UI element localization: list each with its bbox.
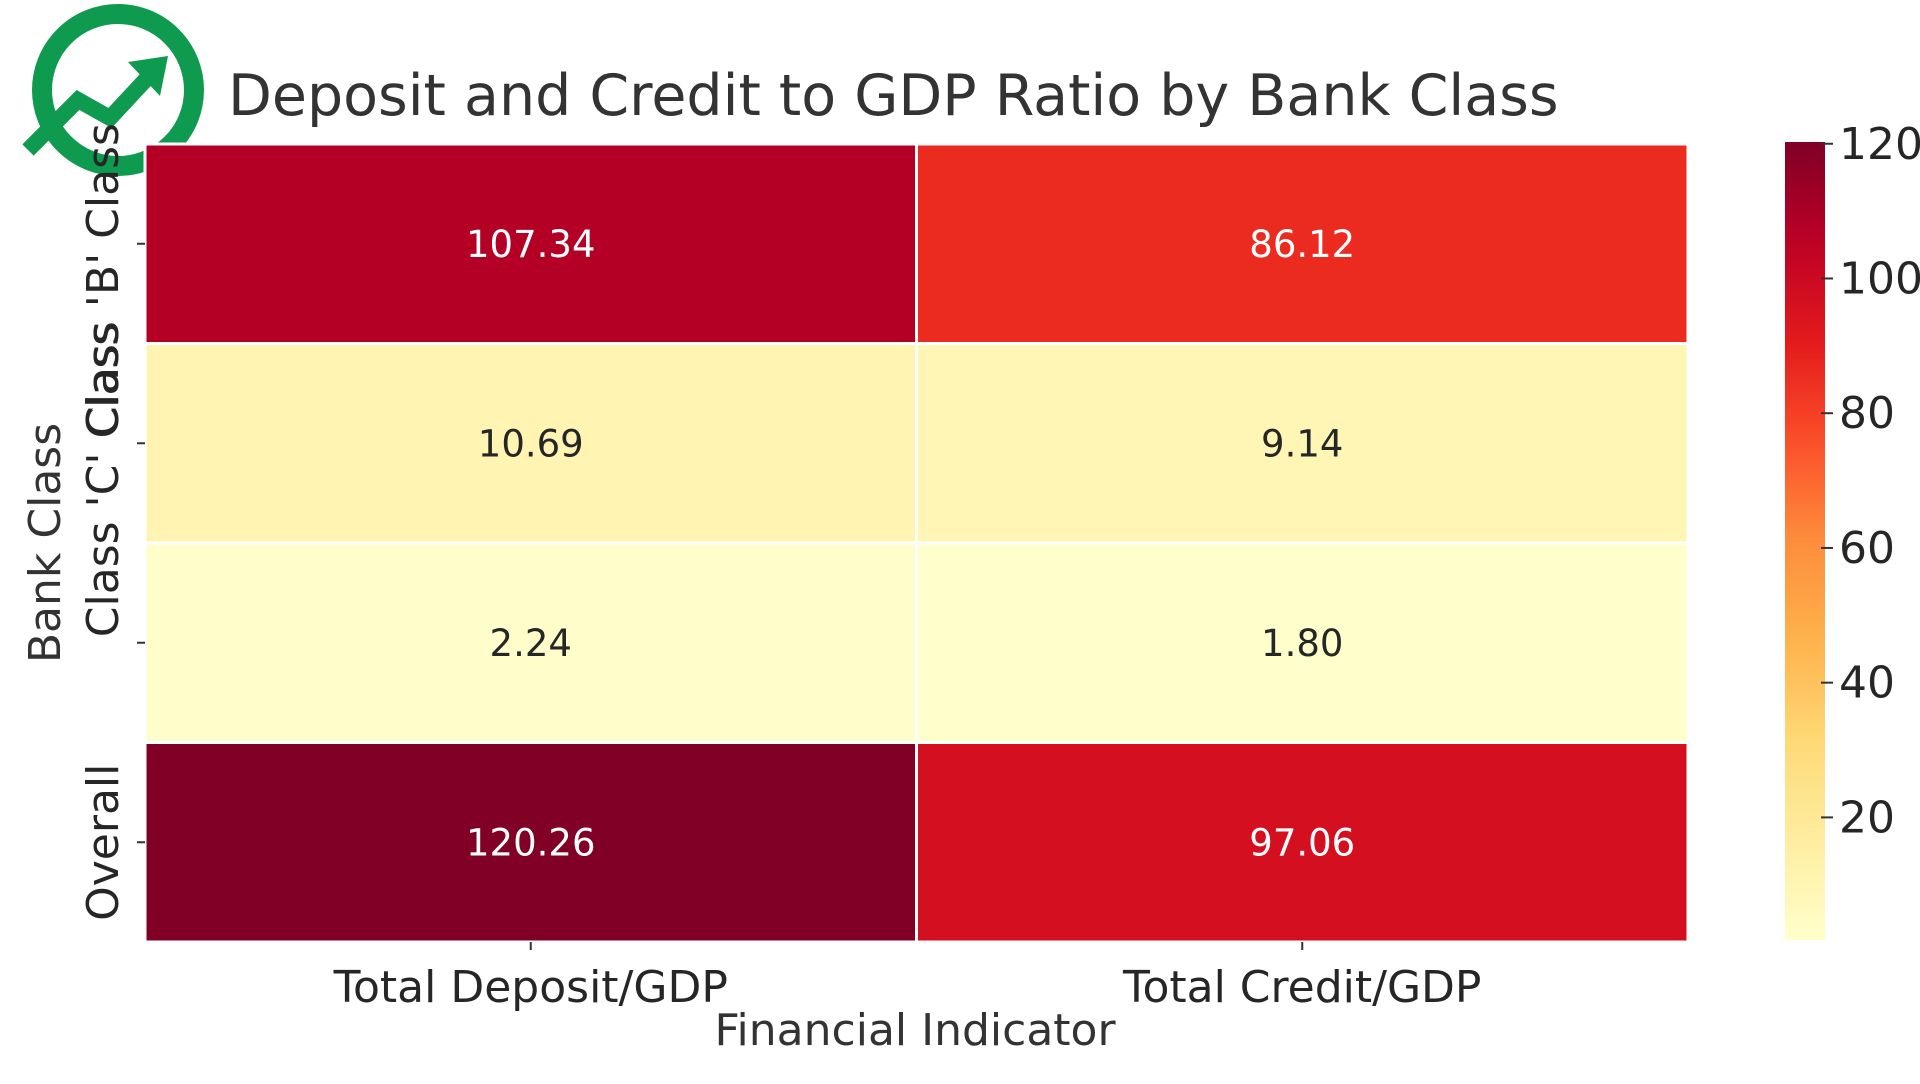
cell-value-label: 97.06 (1249, 821, 1355, 864)
heatmap-cell (143, 342, 918, 545)
heatmap-cell (143, 541, 918, 744)
cell-value-label: 2.24 (490, 622, 572, 665)
heatmap-cells (143, 142, 1690, 944)
y-axis-label: Bank Class (20, 423, 71, 663)
colorbar-tick-label: 60 (1839, 523, 1895, 574)
logo-ring (32, 4, 204, 176)
colorbar-tick-label: 80 (1839, 388, 1895, 439)
x-axis-ticks: Total Deposit/GDP Total Credit/GDP (333, 942, 1481, 1013)
colorbar-tick-label: 20 (1839, 792, 1895, 843)
colorbar-tick-label: 40 (1839, 658, 1895, 709)
logo-arrow-head (128, 56, 168, 96)
colorbar-tick-label: 120 (1839, 119, 1920, 170)
y-tick-label: Overall (78, 764, 129, 921)
cell-value-label: 10.69 (478, 422, 584, 465)
cell-value-label: 86.12 (1249, 223, 1355, 266)
heatmap-cell (915, 342, 1690, 545)
trend-up-arrow-icon (0, 0, 232, 200)
colorbar (1785, 142, 1825, 940)
cell-value-label: 9.14 (1261, 422, 1343, 465)
y-tick-label: Class 'C' Class (78, 323, 129, 637)
x-tick-label: Total Credit/GDP (1122, 962, 1481, 1013)
heatmap-cell (143, 741, 918, 944)
heatmap-cell (915, 142, 1690, 345)
cell-value-label: 1.80 (1261, 622, 1343, 665)
chart-title: Deposit and Credit to GDP Ratio by Bank … (228, 63, 1559, 129)
heatmap-cell (915, 741, 1690, 944)
colorbar-ticks: 20 40 60 80 100 120 (1821, 119, 1920, 843)
x-axis-label: Financial Indicator (714, 1005, 1116, 1056)
x-tick-label: Total Deposit/GDP (333, 962, 728, 1013)
colorbar-tick-label: 100 (1839, 253, 1920, 304)
cell-value-label: 120.26 (466, 821, 595, 864)
cell-value-label: 107.34 (466, 223, 595, 266)
logo-arrow-line (22, 69, 156, 156)
heatmap-cell (915, 541, 1690, 744)
heatmap-cell-labels: 107.34 86.12 10.69 9.14 2.24 1.80 120.26 97.06 (466, 223, 1355, 865)
y-tick-label: Class 'B' Class (78, 123, 129, 437)
